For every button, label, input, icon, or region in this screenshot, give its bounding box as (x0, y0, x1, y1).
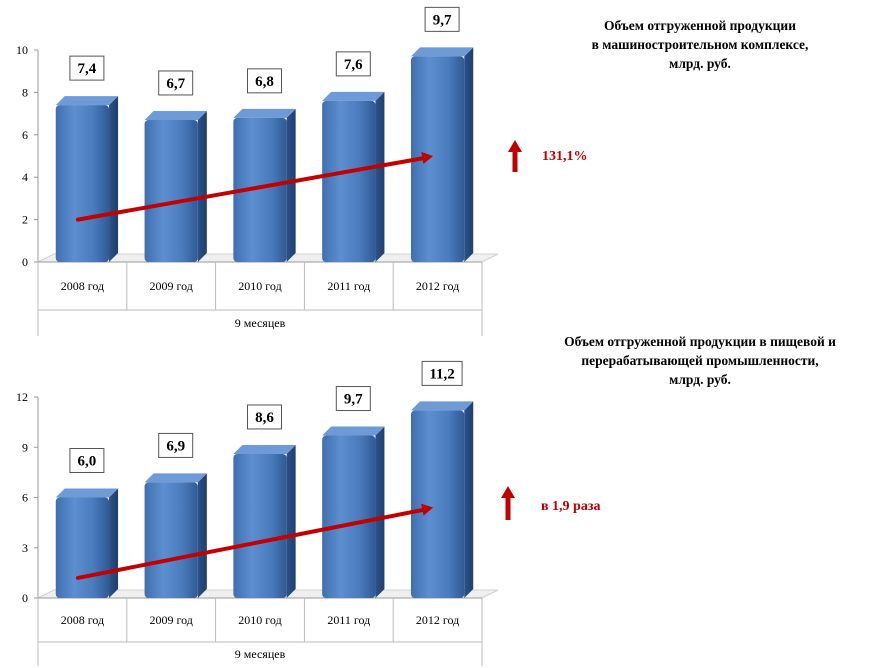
bar-side (109, 96, 119, 263)
data-label: 6,7 (166, 76, 185, 92)
bar-top (144, 473, 207, 483)
data-label-box (421, 360, 463, 386)
trend-line (75, 507, 430, 580)
category-label: 2009 год (150, 613, 193, 627)
bar-top (55, 96, 119, 106)
chart-title-line: Объем отгруженной продукции в пищевой и (564, 334, 836, 349)
growth-arrow-up-icon (501, 486, 515, 498)
y-tick-label: 2 (22, 213, 28, 227)
bar-top (410, 47, 474, 57)
bar (144, 482, 198, 598)
data-label-box (158, 432, 194, 458)
y-tick-label: 6 (22, 128, 28, 142)
data-label: 7,4 (78, 61, 97, 77)
y-tick-label: 10 (16, 43, 28, 57)
bar (144, 119, 198, 263)
chart-title-line: млрд. руб. (669, 56, 731, 71)
y-tick-label: 4 (22, 170, 28, 184)
category-label: 2012 год (416, 613, 459, 627)
bar-side (375, 426, 385, 598)
y-tick-label: 3 (22, 541, 28, 555)
chart-food-processing: 0 3 6 9 12 2008 год 2009 год 2010 год 2011 год 20… (16, 334, 836, 666)
chart-title-line: Объем отгруженной продукции (604, 18, 796, 33)
y-tick-label: 0 (22, 255, 28, 269)
data-label: 9,7 (433, 12, 452, 28)
y-tick-label: 12 (16, 390, 28, 404)
growth-arrow-shaft (512, 150, 518, 172)
data-label-box (247, 68, 282, 94)
bar-top (410, 401, 474, 411)
data-label: 6,0 (78, 454, 97, 470)
chart-title-line: в машиностроительном комплексе, (592, 37, 809, 52)
data-label: 11,2 (429, 366, 454, 382)
y-tick-label: 8 (22, 85, 28, 99)
chart-machine-building: 0 2 4 6 8 10 2008 год 2009 год 2010 год 2011 год 2… (16, 6, 809, 336)
category-label: 2010 год (238, 279, 281, 293)
data-label-box (158, 70, 194, 96)
data-label-box (69, 55, 105, 81)
category-label: 2012 год (416, 279, 459, 293)
data-label-box (69, 448, 105, 473)
data-label-box (424, 6, 460, 32)
bar-top (322, 426, 385, 436)
y-tick-label: 9 (22, 440, 28, 454)
growth-arrow-up-icon (508, 140, 522, 152)
category-label: 2011 год (327, 613, 370, 627)
bar-side (197, 110, 207, 263)
bar (410, 56, 465, 262)
trend-arrowhead (421, 152, 434, 164)
bar-top (233, 444, 296, 454)
bar-side (464, 47, 474, 262)
chart-title-line: перерабатывающей промышленности, (581, 353, 818, 368)
bar-top (233, 108, 296, 118)
category-label: 2009 год (150, 279, 193, 293)
data-label: 6,9 (166, 438, 185, 454)
data-label: 7,6 (344, 57, 363, 73)
bar-side (286, 444, 296, 598)
bar-top (322, 91, 385, 101)
y-tick-label: 0 (22, 591, 28, 605)
chart-title-line: млрд. руб. (669, 372, 731, 387)
bar (410, 410, 465, 598)
data-label-box (335, 51, 371, 77)
data-label: 8,6 (255, 410, 274, 426)
growth-arrow-shaft (505, 496, 511, 520)
bar (233, 453, 287, 598)
group-label: 9 месяцев (235, 647, 286, 661)
category-label: 2010 год (238, 613, 281, 627)
bar-top (144, 110, 207, 120)
bar-top (55, 488, 119, 498)
bar-side (464, 401, 474, 598)
bar (55, 497, 110, 598)
group-label: 9 месяцев (235, 316, 286, 330)
bar-side (375, 91, 385, 262)
data-label: 6,8 (255, 74, 274, 90)
category-label: 2011 год (327, 279, 370, 293)
category-label: 2008 год (61, 613, 104, 627)
bar (233, 117, 287, 262)
category-label: 2008 год (61, 279, 104, 293)
bar (322, 435, 376, 598)
y-tick-label: 6 (22, 491, 28, 505)
bar (55, 105, 110, 263)
bar-side (109, 488, 119, 598)
data-label: 9,7 (344, 392, 363, 408)
growth-label: в 1,9 раза (541, 499, 600, 514)
data-label-box (335, 386, 371, 412)
bar-side (286, 108, 296, 262)
data-label-box (247, 404, 282, 430)
trend-line (75, 155, 430, 222)
bar-side (197, 473, 207, 598)
growth-label: 131,1% (542, 149, 588, 164)
bar (322, 100, 376, 262)
trend-arrowhead (421, 503, 434, 516)
